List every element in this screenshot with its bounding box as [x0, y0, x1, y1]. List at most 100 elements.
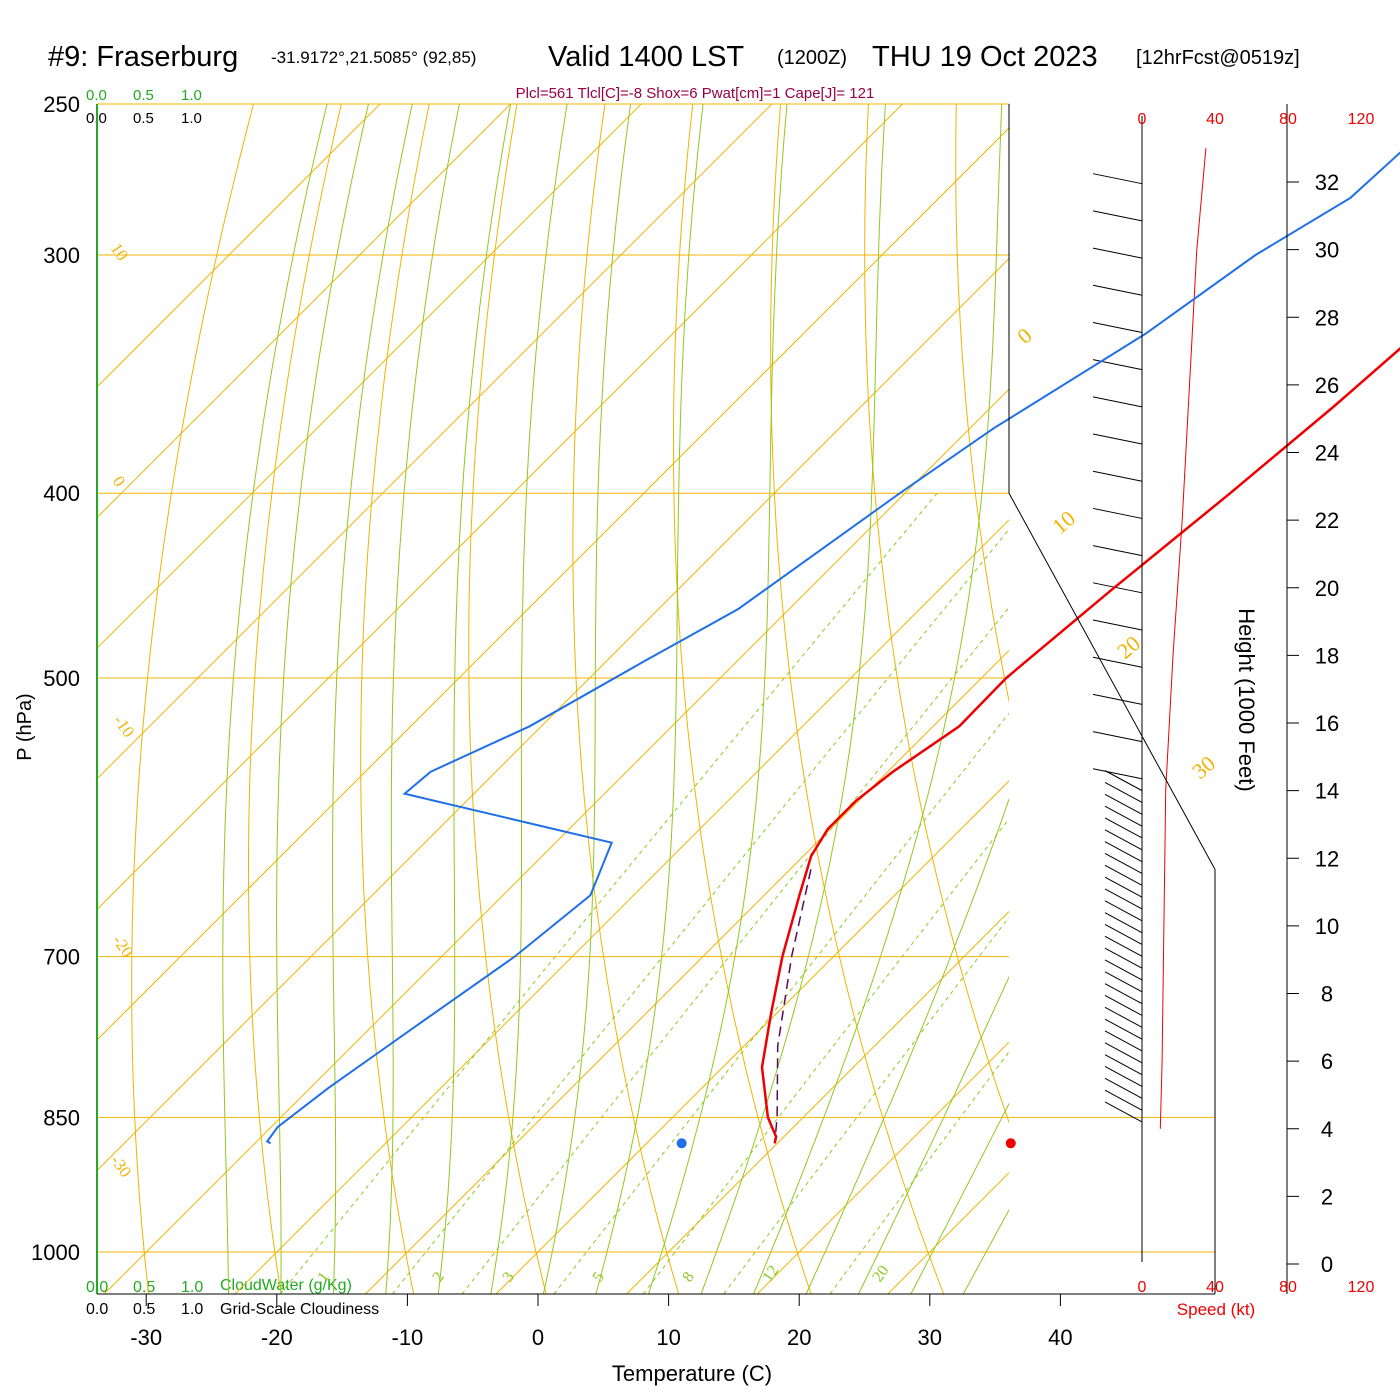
- wind-barb: [1104, 853, 1143, 874]
- wind-barb: [1104, 864, 1143, 886]
- wind-barb: [1104, 995, 1143, 1016]
- wind-barb: [1092, 582, 1143, 594]
- y-axis-label: P (hPa): [14, 693, 36, 760]
- dry-adiabat-line: [1396, 104, 1400, 1300]
- height-tick-label: 20: [1315, 576, 1339, 601]
- mixing-ratio-line: [642, 818, 1009, 1294]
- cloudiness-scale-bottom-1: 0.5: [133, 1301, 155, 1318]
- wind-barb: [1104, 947, 1143, 969]
- cloud-scale-top-0: 0.0: [86, 87, 107, 104]
- x-tick-label: -10: [392, 1325, 424, 1350]
- moist-adiabat-line: [753, 104, 1003, 1294]
- mixing-ratio-line: [553, 712, 1009, 1294]
- temperature-trace: [760, 347, 1400, 1144]
- wind-barb: [1092, 210, 1143, 222]
- mixing-ratio-label: 20: [869, 1262, 892, 1285]
- wind-barb: [1104, 770, 1143, 792]
- isotherm-line: [97, 104, 903, 911]
- x-tick-label: 40: [1048, 1325, 1072, 1350]
- wind-barb: [1104, 1042, 1143, 1064]
- cloudiness-scale-bottom-2: 1.0: [181, 1301, 203, 1318]
- height-tick-label: 12: [1315, 846, 1339, 871]
- dry-adiabat-line: [360, 104, 430, 1294]
- cloudiness-label: Grid-Scale Cloudiness: [220, 1301, 379, 1318]
- moist-adiabat-line: [857, 975, 1009, 1294]
- dry-adiabat-label: -10: [110, 711, 139, 740]
- height-tick-label: 0: [1321, 1252, 1333, 1277]
- height-tick-label: 6: [1321, 1049, 1333, 1074]
- x-tick-label: -30: [130, 1325, 162, 1350]
- cloud-scale-bottom-1: 0.5: [133, 1279, 155, 1296]
- speed-tick-label-bottom: 80: [1279, 1279, 1297, 1296]
- mixing-ratio-line: [461, 606, 1009, 1294]
- station-title: #9: Fraserburg: [48, 41, 238, 73]
- wind-barb: [1104, 935, 1143, 957]
- moist-adiabat-label: 20: [1112, 631, 1145, 664]
- moist-adiabat-line: [647, 104, 788, 1294]
- wind-barb: [1104, 1077, 1143, 1099]
- stability-indices: Plcl=561 Tlcl[C]=-8 Shox=6 Pwat[cm]=1 Ca…: [516, 85, 875, 102]
- wind-barb: [1092, 433, 1143, 445]
- height-axis-label: Height (1000 Feet): [1234, 608, 1259, 791]
- wind-barb: [1092, 545, 1143, 557]
- cloudiness-scale-top-2: 1.0: [181, 110, 202, 127]
- parcel-trace: [773, 869, 812, 1144]
- wind-barb: [1092, 284, 1143, 296]
- cloudwater-label: CloudWater (g/Kg): [220, 1277, 352, 1294]
- cloudiness-scale-bottom: 0.0 0.5 1.0 Grid-Scale Cloudiness: [86, 1301, 379, 1318]
- dry-adiabat-line: [131, 104, 254, 1294]
- moist-adiabat-line: [385, 104, 460, 1294]
- zulu-time: (1200Z): [777, 47, 847, 69]
- wind-barb: [1092, 693, 1143, 705]
- dry-adiabat-label: -30: [107, 1151, 136, 1180]
- isotherm-line: [495, 780, 1009, 1294]
- height-tick-label: 18: [1315, 643, 1339, 668]
- dry-adiabat-line: [468, 104, 547, 1294]
- wind-barb: [1092, 656, 1143, 668]
- pressure-tick-label: 300: [43, 243, 80, 268]
- wind-barb: [1104, 1018, 1143, 1040]
- surface-temperature-marker: [1005, 1138, 1016, 1149]
- pressure-tick-label: 1000: [31, 1240, 80, 1265]
- valid-date: THU 19 Oct 2023: [872, 41, 1098, 73]
- speed-tick-label-bottom: 0: [1138, 1279, 1147, 1296]
- wind-barb: [1104, 805, 1143, 827]
- wind-barb: [1104, 793, 1143, 815]
- height-tick-label: 22: [1315, 508, 1339, 533]
- station-coords: -31.9172°,21.5085° (92,85): [271, 48, 476, 67]
- height-tick-label: 4: [1321, 1117, 1333, 1142]
- height-tick-label: 32: [1315, 170, 1339, 195]
- mixing-ratio-label: 3: [499, 1269, 518, 1285]
- speed-tick-label-top: 120: [1348, 111, 1375, 128]
- cloud-scale-top-2: 1.0: [181, 87, 202, 104]
- isotherm-line: [103, 388, 1009, 1294]
- isotherm-line: [234, 519, 1009, 1294]
- isotherm-line: [97, 104, 642, 649]
- mixing-ratio-label: 12: [759, 1262, 782, 1285]
- wind-barb: [1104, 876, 1143, 898]
- isotherm-line: [97, 127, 1009, 1041]
- moist-adiabat-line: [700, 104, 886, 1294]
- isotherm-line: [364, 649, 1009, 1294]
- wind-barb: [1104, 900, 1143, 922]
- cloudiness-scale-bottom-0: 0.0: [86, 1301, 108, 1318]
- wind-barb: [1104, 1101, 1143, 1123]
- pressure-tick-label: 250: [43, 92, 80, 117]
- wind-barb: [1104, 817, 1143, 839]
- mixing-ratio-line: [391, 528, 1009, 1294]
- wind-barb: [1092, 768, 1143, 780]
- speed-tick-label-top: 0: [1138, 111, 1147, 128]
- height-tick-label: 10: [1315, 914, 1339, 939]
- cloudwater-scale-top: 0.0 0.5 1.0: [86, 87, 202, 104]
- forecast-time: [12hrFcst@0519z]: [1136, 47, 1300, 69]
- isotherm-line: [1012, 104, 1400, 1300]
- x-tick-label: -20: [261, 1325, 293, 1350]
- mixing-ratio-label: 5: [589, 1269, 608, 1285]
- moist-adiabat-label: 0: [1012, 323, 1036, 349]
- dry-adiabat-line: [248, 104, 342, 1294]
- moist-adiabat-line: [542, 104, 632, 1294]
- cloudwater-scale-bottom: 0.0 0.5 1.0 CloudWater (g/Kg): [86, 1277, 352, 1296]
- speed-tick-label-bottom: 120: [1348, 1279, 1375, 1296]
- dry-adiabat-line: [955, 104, 1009, 704]
- wind-barb: [1092, 507, 1143, 519]
